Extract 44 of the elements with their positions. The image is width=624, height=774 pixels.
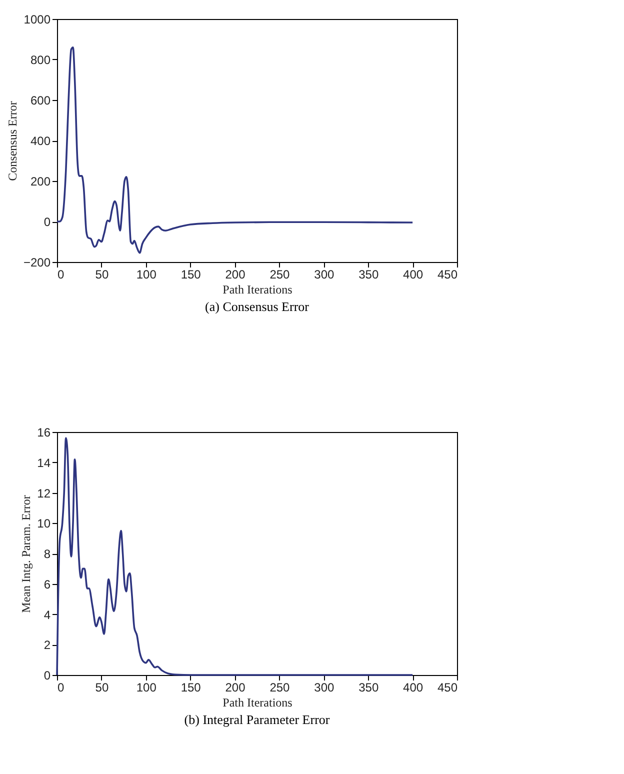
x-tick-label: 150 <box>180 680 202 694</box>
text: (a) Consensus Error <box>205 299 310 314</box>
y-tick-label: 4 <box>44 608 51 622</box>
x-tick-label: 400 <box>403 680 424 694</box>
x-tick-label: 300 <box>314 268 334 282</box>
x-tick-label: 50 <box>95 268 109 282</box>
y-axis-title: Mean Intg. Param. Error <box>19 495 34 613</box>
x-tick-label: 200 <box>225 268 246 282</box>
text: (b) Integral Parameter Error <box>184 712 330 727</box>
y-tick-label: 14 <box>37 456 51 470</box>
line-series <box>56 437 414 676</box>
x-tick-label: 100 <box>136 680 157 694</box>
x-tick-label: 400 <box>403 268 424 282</box>
y-tick-label: 1000 <box>24 12 51 26</box>
x-tick-label: 250 <box>270 268 290 282</box>
y-tick-label: 16 <box>37 426 51 440</box>
x-tick-label: 250 <box>270 680 290 694</box>
line-series <box>56 46 414 254</box>
y-tick-label: 400 <box>30 134 51 148</box>
x-tick-label: 150 <box>180 268 202 282</box>
x-tick-label: 50 <box>95 680 109 694</box>
y-axis-title: Consensus Error <box>5 101 20 181</box>
y-tick-label: 10 <box>37 516 51 531</box>
y-tick-label: 8 <box>44 547 51 561</box>
y-tick-label: 800 <box>30 53 51 67</box>
x-tick-label: 0 <box>58 680 64 694</box>
x-tick-label: 450 <box>437 268 458 282</box>
y-tick-label: 600 <box>30 94 51 108</box>
y-tick-label: 2 <box>44 638 51 652</box>
x-tick-label: 450 <box>437 680 458 694</box>
x-tick-label: 0 <box>58 268 64 282</box>
x-tick-label: 300 <box>314 680 334 694</box>
y-tick-label: 200 <box>30 174 51 188</box>
y-tick-label: 6 <box>44 577 51 592</box>
x-tick-label: 350 <box>358 268 379 282</box>
y-tick-label: −200 <box>23 256 51 270</box>
x-axis-title: Path Iterations <box>222 282 293 296</box>
x-axis-title: Path Iterations <box>222 696 293 710</box>
x-tick-label: 100 <box>136 268 157 282</box>
x-tick-label: 200 <box>225 680 246 694</box>
y-tick-label: 0 <box>44 215 51 229</box>
y-tick-label: 12 <box>37 486 51 500</box>
x-tick-label: 350 <box>358 680 379 694</box>
y-tick-label: 0 <box>44 668 51 682</box>
